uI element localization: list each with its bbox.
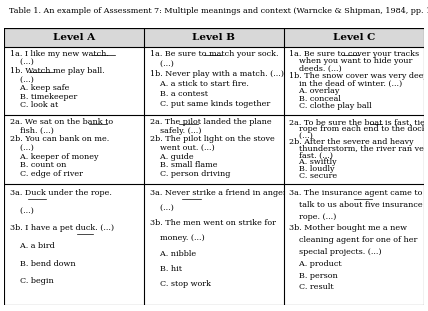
Text: C. person driving: C. person driving: [150, 170, 230, 178]
Text: A. product: A. product: [289, 260, 342, 268]
Text: 1b. Never play with a match. (...): 1b. Never play with a match. (...): [150, 70, 284, 78]
Text: (...): (...): [10, 76, 34, 83]
Text: 2b. You can bank on me.: 2b. You can bank on me.: [10, 136, 109, 143]
Text: (...): (...): [10, 207, 34, 215]
Text: 1a. Be sure to match your sock.: 1a. Be sure to match your sock.: [150, 49, 278, 58]
Text: 3b. I have a pet duck. (...): 3b. I have a pet duck. (...): [10, 224, 114, 232]
Text: 2a. The pilot landed the plane: 2a. The pilot landed the plane: [150, 118, 271, 126]
Text: C. look at: C. look at: [10, 101, 58, 109]
Text: B. hit: B. hit: [150, 265, 181, 273]
Text: B. bend down: B. bend down: [10, 260, 75, 268]
Text: 1b. The snow cover was very deep: 1b. The snow cover was very deep: [289, 72, 428, 80]
Text: A. swiftly: A. swiftly: [289, 159, 337, 166]
Text: went out. (...): went out. (...): [150, 144, 214, 152]
Text: A. a stick to start fire.: A. a stick to start fire.: [150, 80, 249, 88]
Text: Table 1. An example of Assessment 7: Multiple meanings and context (Warncke & Sh: Table 1. An example of Assessment 7: Mul…: [9, 7, 428, 15]
Text: 2a. To be sure the boat is fast, tie a: 2a. To be sure the boat is fast, tie a: [289, 118, 428, 126]
Text: C. stop work: C. stop work: [150, 280, 211, 288]
Text: (...): (...): [10, 144, 34, 152]
Text: rope from each end to the dock.: rope from each end to the dock.: [289, 125, 428, 133]
Text: C. begin: C. begin: [10, 277, 54, 285]
Text: B. timekeeper: B. timekeeper: [10, 93, 77, 101]
Text: A. keeper of money: A. keeper of money: [10, 153, 98, 161]
Text: 3a. Duck under the rope.: 3a. Duck under the rope.: [10, 189, 112, 197]
Text: thunderstorm, the river ran very: thunderstorm, the river ran very: [289, 145, 428, 153]
Text: C. clothe play ball: C. clothe play ball: [289, 102, 372, 110]
Text: Level C: Level C: [333, 33, 375, 42]
Text: in the dead of winter. (...): in the dead of winter. (...): [289, 80, 403, 88]
Text: safely. (...): safely. (...): [150, 127, 201, 135]
Text: deeds. (...): deeds. (...): [289, 65, 342, 73]
Text: talk to us about five insurance: talk to us about five insurance: [289, 201, 423, 209]
Text: C. put same kinds together: C. put same kinds together: [150, 100, 270, 108]
Text: fish. (...): fish. (...): [10, 127, 54, 135]
Text: (...): (...): [10, 58, 34, 66]
Text: special projects. (...): special projects. (...): [289, 248, 382, 256]
Text: 2b. The pilot light on the stove: 2b. The pilot light on the stove: [150, 136, 274, 143]
Text: 3b. Mother bought me a new: 3b. Mother bought me a new: [289, 224, 407, 232]
Text: Level A: Level A: [53, 33, 95, 42]
Text: fast. (...): fast. (...): [289, 152, 333, 160]
Text: A. guide: A. guide: [150, 153, 193, 161]
Text: when you want to hide your: when you want to hide your: [289, 57, 413, 65]
Text: rope. (...): rope. (...): [289, 212, 337, 220]
Text: A. a bird: A. a bird: [10, 242, 55, 250]
Text: money. (...): money. (...): [150, 234, 205, 243]
Text: C. edge of river: C. edge of river: [10, 170, 83, 178]
Text: 3a. The insurance agent came to: 3a. The insurance agent came to: [289, 189, 423, 197]
Text: 1b. Watch me play ball.: 1b. Watch me play ball.: [10, 67, 104, 75]
Text: (...): (...): [289, 132, 313, 140]
Text: 1a. I like my new watch.: 1a. I like my new watch.: [10, 49, 109, 58]
Text: A. nibble: A. nibble: [150, 250, 196, 258]
Text: 1a. Be sure to cover your tracks: 1a. Be sure to cover your tracks: [289, 49, 419, 58]
Text: cleaning agent for one of her: cleaning agent for one of her: [289, 236, 418, 244]
Text: 2b. After the severe and heavy: 2b. After the severe and heavy: [289, 138, 414, 146]
Text: B. person: B. person: [289, 272, 338, 280]
Text: A. keep safe: A. keep safe: [10, 84, 69, 92]
Text: (...): (...): [150, 204, 174, 212]
Text: C. secure: C. secure: [289, 172, 338, 180]
Text: 3a. Never strike a friend in anger.: 3a. Never strike a friend in anger.: [150, 189, 288, 197]
Text: B. small flame: B. small flame: [150, 161, 217, 169]
Text: B. loudly: B. loudly: [289, 165, 335, 173]
Text: B. count on: B. count on: [10, 161, 66, 169]
Text: B. conceal: B. conceal: [289, 95, 342, 103]
Text: C. result: C. result: [289, 283, 334, 291]
Text: A. overlay: A. overlay: [289, 87, 340, 95]
Text: 3b. The men went on strike for: 3b. The men went on strike for: [150, 219, 276, 227]
Text: Level B: Level B: [193, 33, 235, 42]
Text: 2a. We sat on the bank to: 2a. We sat on the bank to: [10, 118, 113, 126]
Text: B. a contest: B. a contest: [150, 90, 208, 98]
Text: (...): (...): [150, 60, 174, 67]
